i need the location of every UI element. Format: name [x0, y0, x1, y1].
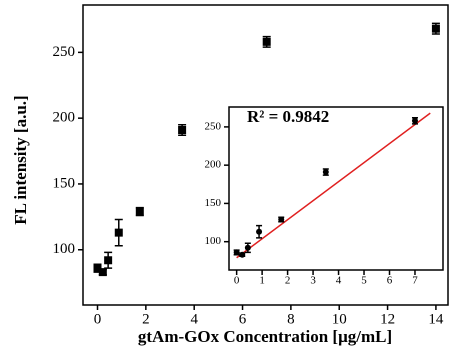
x-tick-label: 12	[380, 311, 395, 327]
x-tick-label: 1	[259, 275, 265, 287]
marker	[431, 24, 440, 33]
marker	[104, 256, 113, 265]
x-tick-label: 2	[285, 275, 291, 287]
y-tick-label: 100	[53, 241, 76, 257]
x-tick-label: 10	[332, 311, 347, 327]
y-tick-label: 250	[53, 44, 76, 60]
x-tick-label: 7	[412, 275, 418, 287]
marker	[98, 268, 107, 277]
y-tick-label: 100	[205, 235, 222, 247]
marker	[244, 244, 251, 251]
y-tick-label: 250	[205, 120, 222, 132]
y-tick-label: 150	[205, 197, 222, 209]
y-tick-label: 200	[53, 110, 76, 126]
marker	[411, 117, 418, 124]
marker	[93, 264, 102, 273]
x-tick-label: 2	[142, 311, 150, 327]
marker	[322, 169, 329, 176]
y-tick-label: 200	[205, 159, 222, 171]
marker	[278, 216, 285, 223]
y-tick-label: 150	[53, 175, 76, 191]
x-tick-label: 0	[94, 311, 102, 327]
x-tick-label: 8	[287, 311, 295, 327]
x-tick-label: 4	[336, 275, 342, 287]
marker	[233, 249, 240, 256]
marker	[114, 228, 123, 237]
x-tick-label: 4	[190, 311, 198, 327]
marker	[256, 228, 263, 235]
marker	[239, 251, 246, 258]
marker	[262, 37, 271, 46]
plot-frame	[228, 106, 444, 271]
marker	[178, 126, 187, 134]
x-tick-label: 3	[310, 275, 316, 287]
x-tick-label: 0	[234, 275, 240, 287]
x-tick-label: 14	[428, 311, 444, 327]
x-tick-label: 6	[239, 311, 247, 327]
x-tick-label: 6	[387, 275, 393, 287]
fit-line	[236, 112, 431, 259]
x-tick-label: 5	[361, 275, 367, 287]
x-axis-label: gtAm-GOx Concentration [μg/mL]	[138, 327, 392, 346]
marker	[135, 207, 144, 216]
y-axis-label: FL intensity [a.u.]	[11, 95, 30, 224]
plot-frame	[82, 4, 449, 306]
annotation: R² = 0.9842	[247, 107, 329, 126]
